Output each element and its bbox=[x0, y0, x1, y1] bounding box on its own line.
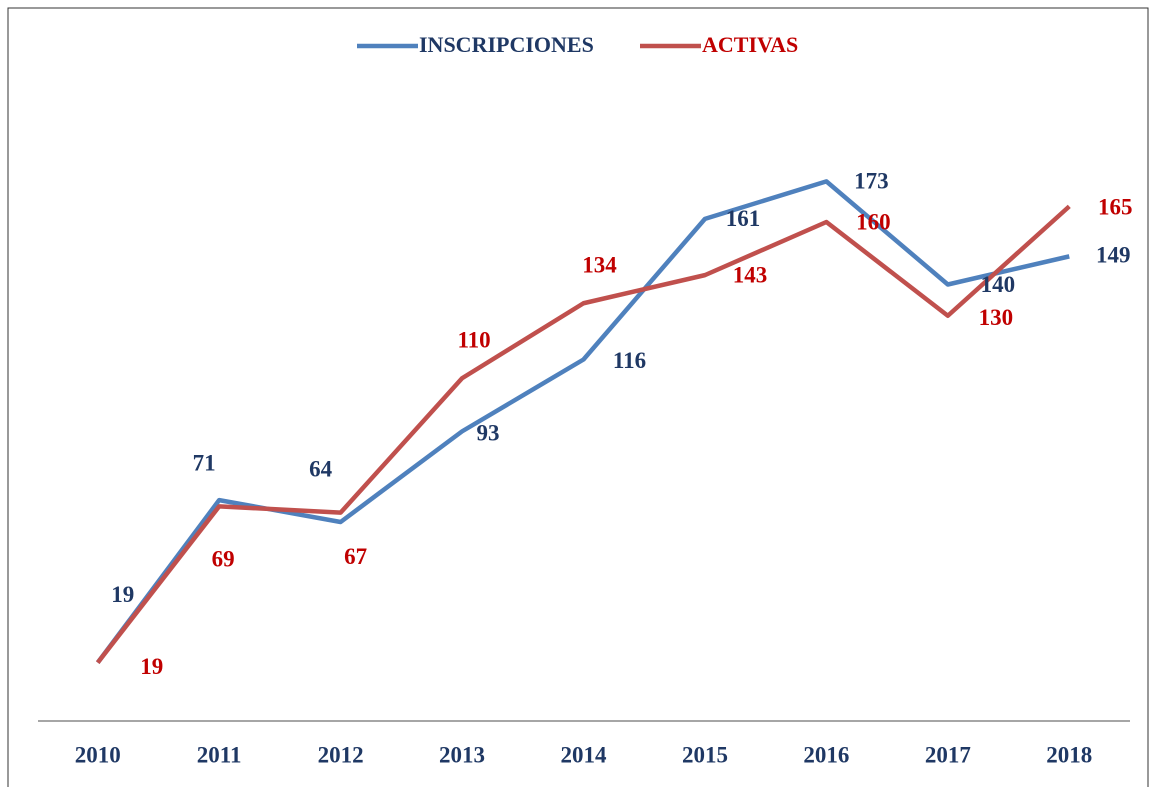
data-label: 143 bbox=[733, 262, 768, 287]
data-label: 149 bbox=[1096, 243, 1131, 268]
data-label: 140 bbox=[981, 272, 1016, 297]
data-label: 173 bbox=[854, 169, 889, 194]
x-tick-label: 2012 bbox=[318, 742, 364, 767]
data-label: 116 bbox=[613, 348, 646, 373]
x-tick-label: 2010 bbox=[75, 742, 121, 767]
x-tick-label: 2014 bbox=[561, 742, 608, 767]
data-label: 161 bbox=[726, 206, 761, 231]
data-label: 134 bbox=[582, 253, 617, 278]
data-label: 130 bbox=[979, 305, 1014, 330]
x-tick-label: 2011 bbox=[197, 742, 242, 767]
data-label: 19 bbox=[111, 582, 134, 607]
x-tick-label: 2017 bbox=[925, 742, 971, 767]
data-label: 67 bbox=[344, 544, 367, 569]
data-label: 19 bbox=[140, 654, 163, 679]
data-label: 64 bbox=[309, 456, 333, 481]
data-label: 165 bbox=[1098, 195, 1133, 220]
legend-label: INSCRIPCIONES bbox=[419, 32, 594, 57]
x-tick-label: 2016 bbox=[803, 742, 849, 767]
data-label: 160 bbox=[856, 209, 891, 234]
data-label: 93 bbox=[477, 421, 500, 446]
x-tick-label: 2013 bbox=[439, 742, 485, 767]
data-label: 69 bbox=[212, 547, 235, 572]
data-label: 71 bbox=[193, 450, 216, 475]
chart-border bbox=[7, 7, 1149, 787]
legend-label: ACTIVAS bbox=[702, 32, 798, 57]
line bbox=[95, 204, 1071, 665]
x-tick-label: 2015 bbox=[682, 742, 728, 767]
x-tick-label: 2018 bbox=[1046, 742, 1092, 767]
data-label: 110 bbox=[457, 328, 490, 353]
